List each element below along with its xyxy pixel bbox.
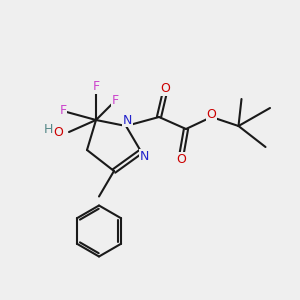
Text: O: O: [207, 107, 216, 121]
Text: O: O: [177, 152, 186, 166]
Text: F: F: [59, 104, 67, 118]
Text: N: N: [139, 149, 149, 163]
Text: F: F: [92, 80, 100, 94]
Text: H: H: [43, 122, 53, 136]
Text: F: F: [112, 94, 119, 107]
Text: N: N: [123, 113, 132, 127]
Text: O: O: [53, 125, 63, 139]
Text: O: O: [160, 82, 170, 95]
